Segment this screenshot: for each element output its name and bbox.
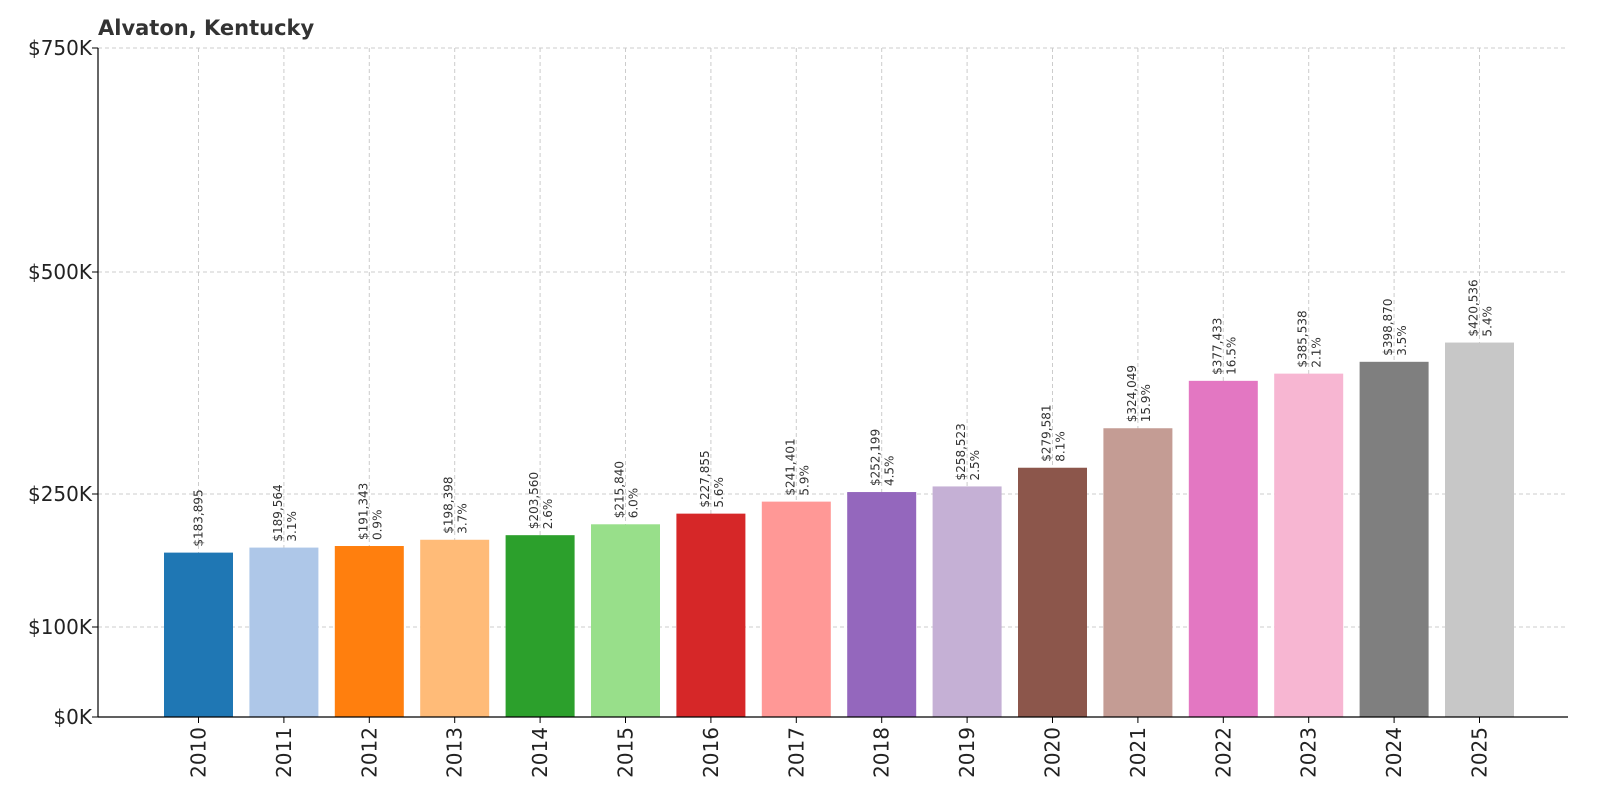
change-label-2021: 15.9%: [1139, 384, 1153, 422]
x-tick-label-2020: 2020: [1041, 727, 1065, 778]
y-tick-label: $0K: [53, 705, 92, 729]
x-tick-label-2021: 2021: [1126, 727, 1150, 778]
change-label-2018: 4.5%: [883, 456, 897, 487]
value-label-2013: $198,398: [442, 476, 456, 533]
x-tick-label-2022: 2022: [1211, 727, 1235, 778]
bar-2023: [1274, 373, 1344, 717]
value-label-2011: $189,564: [271, 484, 285, 541]
value-label-2016: $227,855: [698, 450, 712, 507]
x-tick-label-2023: 2023: [1297, 727, 1321, 778]
bar-2013: [420, 539, 490, 717]
bar-2012: [334, 546, 404, 717]
value-label-2010: $183,895: [192, 489, 206, 546]
x-tick-label-2018: 2018: [870, 727, 894, 778]
value-label-2014: $203,560: [527, 472, 541, 529]
value-label-2018: $252,199: [869, 429, 883, 486]
change-label-2013: 3.7%: [456, 503, 470, 534]
change-label-2024: 3.5%: [1395, 325, 1409, 356]
change-label-2025: 5.4%: [1481, 306, 1495, 337]
bar-2025: [1445, 342, 1514, 717]
bar-2016: [676, 513, 746, 717]
y-tick-label: $500K: [28, 260, 93, 284]
x-tick-label-2025: 2025: [1468, 727, 1492, 778]
change-label-2011: 3.1%: [285, 511, 299, 542]
value-label-2019: $258,523: [954, 423, 968, 480]
bar-2017: [761, 501, 831, 717]
change-label-2023: 2.1%: [1310, 337, 1324, 368]
x-tick-label-2011: 2011: [272, 727, 296, 778]
change-label-2020: 8.1%: [1054, 431, 1068, 462]
y-tick-label: $100K: [28, 615, 93, 639]
bar-2021: [1103, 428, 1173, 717]
x-tick-label-2013: 2013: [443, 727, 467, 778]
change-label-2016: 5.6%: [712, 477, 726, 508]
chart-title: Alvaton, Kentucky: [98, 16, 315, 40]
bar-2010: [164, 552, 233, 717]
value-label-2021: $324,049: [1125, 365, 1139, 422]
x-tick-label-2014: 2014: [528, 727, 552, 778]
value-label-2017: $241,401: [783, 438, 797, 495]
bar-2022: [1188, 380, 1258, 717]
value-label-2024: $398,870: [1381, 299, 1395, 356]
change-label-2015: 6.0%: [627, 488, 641, 519]
value-label-2023: $385,538: [1296, 310, 1310, 367]
x-tick-label-2016: 2016: [699, 727, 723, 778]
bar-2015: [591, 524, 660, 717]
change-label-2017: 5.9%: [797, 465, 811, 496]
change-label-2019: 2.5%: [968, 450, 982, 481]
bar-2014: [505, 535, 575, 717]
bar-2019: [932, 486, 1002, 717]
bar-2018: [847, 492, 917, 717]
value-label-2025: $420,536: [1467, 279, 1481, 336]
grid: [98, 47, 1568, 717]
bars: [164, 342, 1514, 717]
x-tick-label-2015: 2015: [614, 727, 638, 778]
value-label-2022: $377,433: [1210, 318, 1224, 375]
x-tick-label-2012: 2012: [357, 727, 381, 778]
y-tick-label: $250K: [28, 482, 93, 506]
change-label-2014: 2.6%: [541, 499, 555, 530]
x-tick-label-2019: 2019: [955, 727, 979, 778]
change-label-2012: 0.9%: [370, 510, 384, 541]
value-label-2020: $279,581: [1040, 404, 1054, 461]
change-label-2022: 16.5%: [1224, 337, 1238, 375]
bar-2024: [1359, 361, 1429, 717]
bar-2011: [249, 547, 319, 717]
value-label-2012: $191,343: [356, 483, 370, 540]
bar-2020: [1018, 467, 1087, 717]
data-labels: $183,895 $189,564 3.1% $191,343 0.9% $198,398…: [192, 279, 1495, 546]
x-tick-label-2024: 2024: [1382, 727, 1406, 778]
x-tick-label-2017: 2017: [784, 727, 808, 778]
x-tick-label-2010: 2010: [187, 727, 211, 778]
y-tick-label: $750K: [28, 36, 93, 60]
axes: 2010 2011 2012 2013 2014 2015 2016 2017 2018 2019…: [28, 36, 1568, 778]
value-label-2015: $215,840: [613, 461, 627, 518]
